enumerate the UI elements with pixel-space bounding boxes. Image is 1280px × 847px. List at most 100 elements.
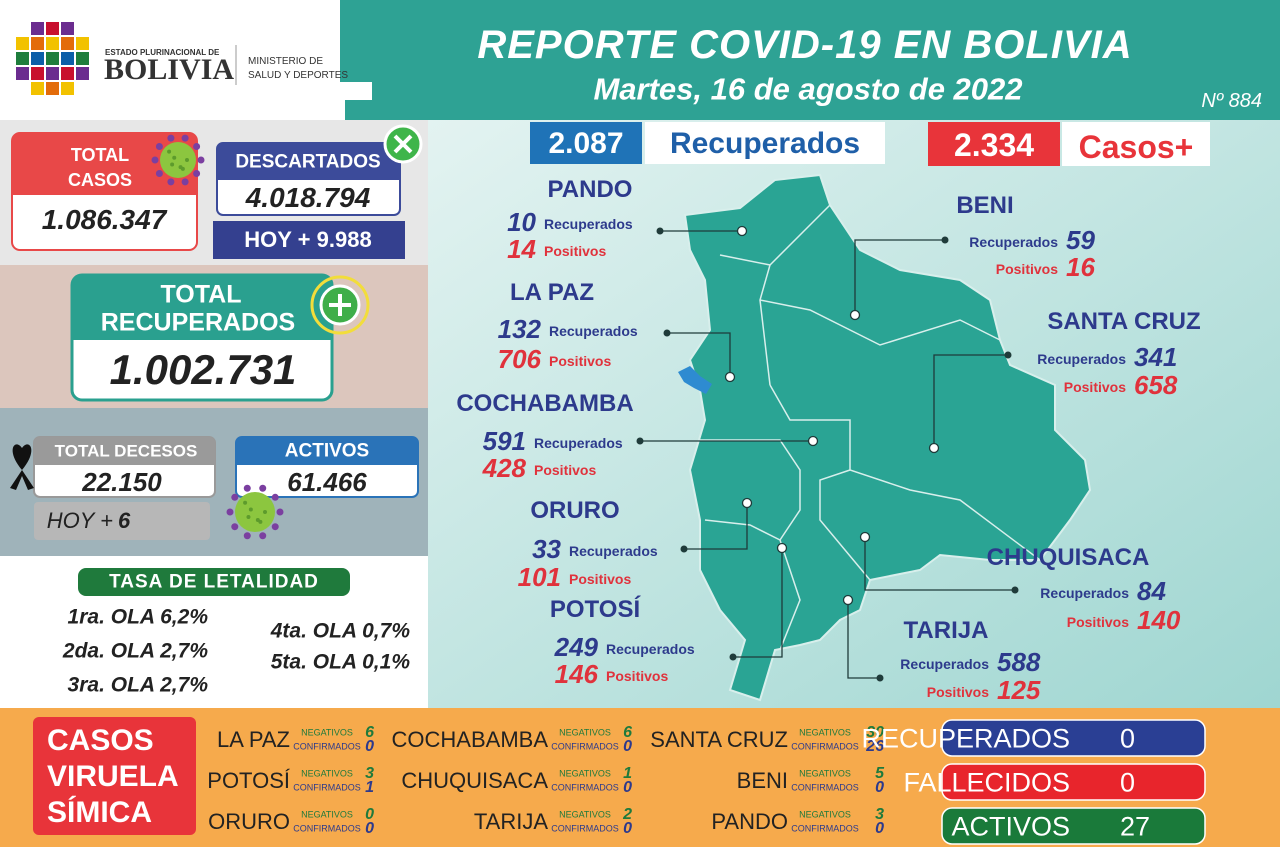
recuperados-label: Recuperados	[544, 216, 633, 232]
virus-spike	[167, 134, 175, 142]
viruela-confirmados: 0	[623, 820, 632, 837]
virus-spike	[271, 523, 279, 531]
logo-tile	[61, 22, 74, 35]
letalidad-title: TASA DE LETALIDAD	[109, 571, 319, 593]
department-name: SANTA CRUZ	[1047, 308, 1201, 335]
leader-end	[807, 435, 819, 447]
recuperados-label: Recuperados	[969, 234, 1058, 250]
logo-tile	[61, 82, 74, 95]
department-name: ORURO	[530, 497, 620, 524]
department-positivos: 658	[1134, 370, 1178, 400]
leader-dot	[1011, 586, 1019, 594]
leader-end	[849, 309, 861, 321]
viruela-negativos: 0	[365, 806, 374, 823]
positivos-label: Positivos	[534, 462, 597, 478]
logo-tile	[31, 82, 44, 95]
department-border	[759, 299, 1001, 346]
casos-badge	[928, 122, 1060, 166]
lake-titicaca	[678, 366, 712, 394]
logo-tile	[31, 37, 44, 50]
virus-icon	[235, 492, 275, 532]
card-label: TOTAL	[70, 145, 130, 165]
virus-spike	[193, 170, 201, 178]
leader-dot	[876, 674, 884, 682]
viruela-negativos: 30	[866, 724, 884, 741]
logo-panel	[0, 0, 372, 120]
card-value: 1.002.731	[109, 346, 297, 393]
negativos-label: NEGATIVOS	[301, 809, 353, 820]
leader-line	[667, 332, 731, 377]
virus-dot	[255, 517, 260, 522]
recuperados-badge	[530, 122, 642, 164]
date: Martes, 16 de agosto de 2022	[593, 71, 1023, 107]
department-positivos: 140	[1137, 605, 1181, 635]
leader-end	[741, 497, 753, 509]
department-border	[704, 519, 801, 651]
report-number: Nº 884	[1201, 90, 1262, 112]
card-today: HOY + 9.988	[244, 227, 372, 252]
leader-dot	[663, 329, 671, 337]
department-recuperados: 249	[554, 632, 598, 662]
logo-tile	[46, 52, 59, 65]
logo-tile	[61, 52, 74, 65]
virus-spike	[181, 178, 189, 186]
viruela-summary-box	[941, 719, 1206, 757]
leader-line	[864, 537, 1015, 591]
viruela-title: SÍMICA	[47, 796, 152, 829]
virus-spike	[231, 523, 239, 531]
viruela-confirmados: 0	[365, 738, 374, 755]
negativos-label: NEGATIVOS	[559, 727, 611, 738]
recuperados-label: Recuperados	[534, 435, 623, 451]
virus-spike	[167, 178, 175, 186]
decesos-today-box	[34, 502, 210, 540]
card-value: 1.086.347	[41, 204, 167, 235]
leader-dot	[680, 545, 688, 553]
viruela-negativos: 6	[365, 724, 374, 741]
logo-tile	[16, 52, 29, 65]
card-value: 22.150	[82, 467, 162, 497]
negativos-label: NEGATIVOS	[799, 809, 851, 820]
recuperados-label: Recuperados	[569, 543, 658, 559]
positivos-label: Positivos	[549, 353, 612, 369]
recuperados-label-box	[645, 122, 885, 164]
summary-value: 0	[1120, 723, 1136, 754]
card-label: CASOS	[67, 170, 133, 190]
leader-dot	[636, 437, 644, 445]
leader-end	[928, 442, 940, 454]
descartados-today-box	[213, 221, 405, 259]
department-name: TARIJA	[903, 617, 989, 644]
leader-dot	[941, 236, 949, 244]
virus-spike	[181, 134, 189, 142]
department-recuperados: 33	[532, 534, 561, 564]
department-border	[700, 439, 801, 541]
leader-end	[776, 542, 788, 554]
logo-tile	[46, 37, 59, 50]
logo-tile	[46, 82, 59, 95]
leader-dot	[1004, 351, 1012, 359]
viruela-negativos: 3	[365, 765, 374, 782]
negativos-label: NEGATIVOS	[301, 727, 353, 738]
logo-tile	[61, 37, 74, 50]
positivos-label: Positivos	[569, 571, 632, 587]
virus-spike	[151, 156, 159, 164]
virus-dot	[263, 510, 267, 514]
letalidad-item: 3ra. OLA 2,7%	[67, 673, 208, 697]
department-name: COCHABAMBA	[456, 390, 634, 417]
virus-spike	[243, 484, 251, 492]
virus-spike	[155, 170, 163, 178]
viruela-confirmados: 0	[623, 779, 632, 796]
logo-tile	[76, 67, 89, 80]
viruela-title-box	[33, 717, 196, 835]
viruela-confirmados: 1	[365, 779, 374, 796]
confirmados-label: CONFIRMADOS	[551, 823, 619, 834]
viruela-negativos: 2	[623, 806, 632, 823]
plus-icon-cross	[329, 294, 351, 316]
card-today: 6	[118, 508, 131, 533]
confirmados-label: CONFIRMADOS	[293, 741, 361, 752]
logo-tile	[16, 37, 29, 50]
department-recuperados: 59	[1066, 225, 1095, 255]
card-value: 61.466	[287, 467, 367, 497]
department-recuperados: 84	[1137, 576, 1166, 606]
card-today: HOY +	[46, 508, 113, 533]
virus-icon	[160, 142, 196, 178]
